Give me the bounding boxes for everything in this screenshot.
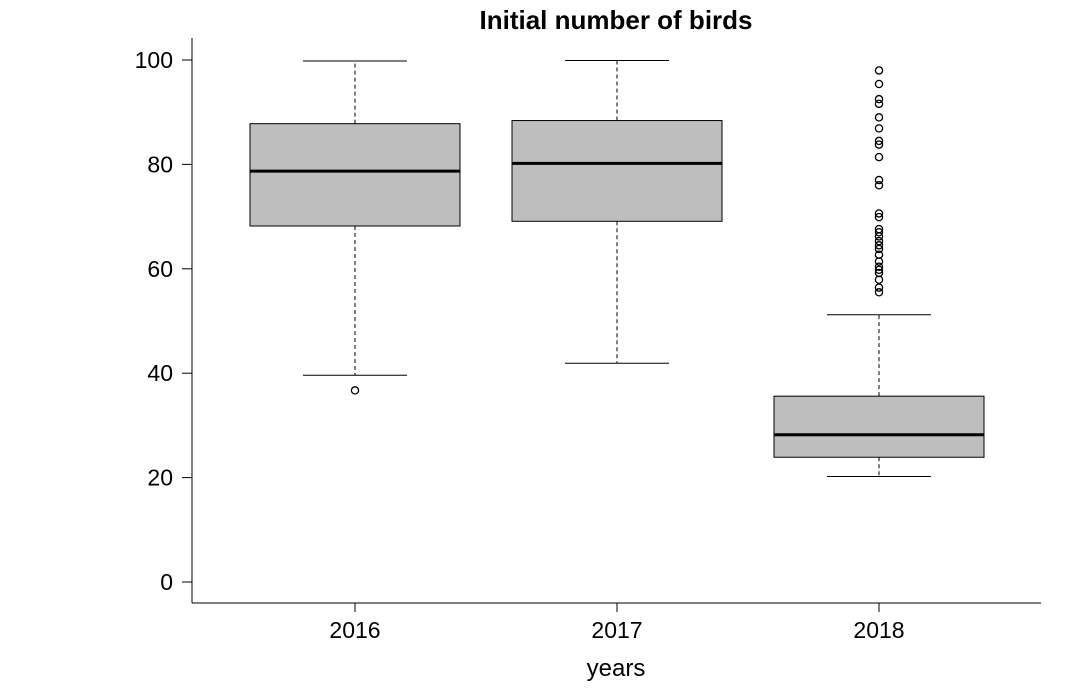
outlier-point	[874, 232, 884, 241]
outlier-point	[874, 175, 884, 185]
outlier-point	[874, 262, 884, 271]
outlier-point	[874, 113, 884, 122]
outlier-point	[874, 209, 884, 218]
box-2017	[511, 60, 723, 364]
outlier-point	[874, 79, 884, 89]
box-iqr	[773, 395, 985, 458]
y-tick-label: 40	[147, 360, 173, 386]
outlier-point	[874, 212, 884, 222]
y-tick-label: 0	[160, 569, 173, 595]
y-axis: 0 20 40 60 80 100	[135, 38, 193, 603]
y-tick-label: 60	[147, 256, 173, 282]
outlier-point	[874, 94, 884, 104]
box-2016	[249, 60, 461, 395]
y-tick-label: 100	[135, 47, 173, 73]
outlier-point	[874, 152, 884, 162]
outlier-point	[350, 386, 360, 395]
outlier-point	[874, 228, 884, 237]
x-axis: 2016 2017 2018	[192, 602, 1041, 643]
box-2018	[773, 66, 985, 478]
outlier-point	[874, 257, 884, 266]
y-tick-label: 20	[147, 465, 173, 491]
outlier-point	[874, 241, 884, 250]
outlier-point	[874, 124, 884, 133]
outlier-point	[874, 136, 884, 146]
box-iqr	[249, 123, 461, 227]
y-tick-label: 80	[147, 151, 173, 177]
chart-title: Initial number of birds	[479, 5, 752, 35]
outlier-point	[874, 275, 884, 285]
outlier-point	[874, 283, 884, 292]
x-axis-label: years	[587, 655, 646, 682]
outlier-point	[874, 288, 884, 297]
outlier-point	[874, 66, 884, 75]
outlier-point	[874, 99, 884, 109]
boxes	[249, 60, 985, 478]
outlier-point	[874, 265, 884, 275]
outlier-point	[874, 140, 884, 149]
outlier-point	[874, 244, 884, 254]
outlier-point	[874, 181, 884, 190]
x-tick-label: 2016	[329, 617, 380, 643]
x-tick-label: 2018	[853, 617, 904, 643]
box-iqr	[511, 120, 723, 222]
x-tick-label: 2017	[591, 617, 642, 643]
